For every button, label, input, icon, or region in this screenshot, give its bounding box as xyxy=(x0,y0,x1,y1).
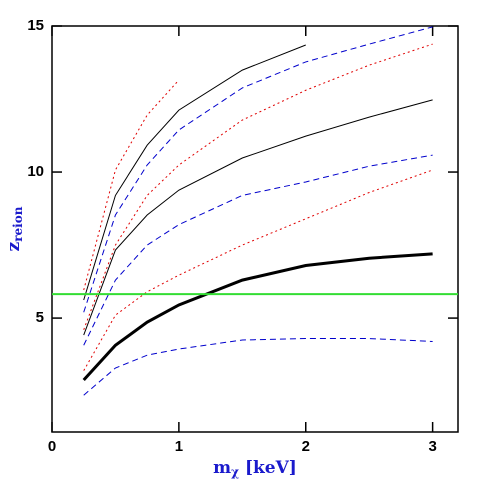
x-tick-label: 0 xyxy=(48,438,56,455)
series-line xyxy=(82,252,433,382)
x-tick-label: 1 xyxy=(175,438,183,455)
series-line xyxy=(83,338,433,396)
series-line xyxy=(83,79,180,291)
series-line xyxy=(83,154,433,346)
series-line xyxy=(83,44,306,301)
y-axis-label: zreion xyxy=(4,206,25,251)
y-tick-label: 10 xyxy=(27,163,44,180)
plot-frame xyxy=(51,25,459,433)
y-tick-label: 15 xyxy=(27,17,44,34)
x-tick-label: 2 xyxy=(302,438,310,455)
series-line xyxy=(83,26,433,313)
series-line xyxy=(83,169,433,371)
y-tick-label: 5 xyxy=(36,309,44,326)
x-tick-label: 3 xyxy=(428,438,436,455)
series-line xyxy=(83,43,433,330)
x-axis-label: mχ [keV] xyxy=(213,458,297,479)
series-line xyxy=(83,99,433,336)
